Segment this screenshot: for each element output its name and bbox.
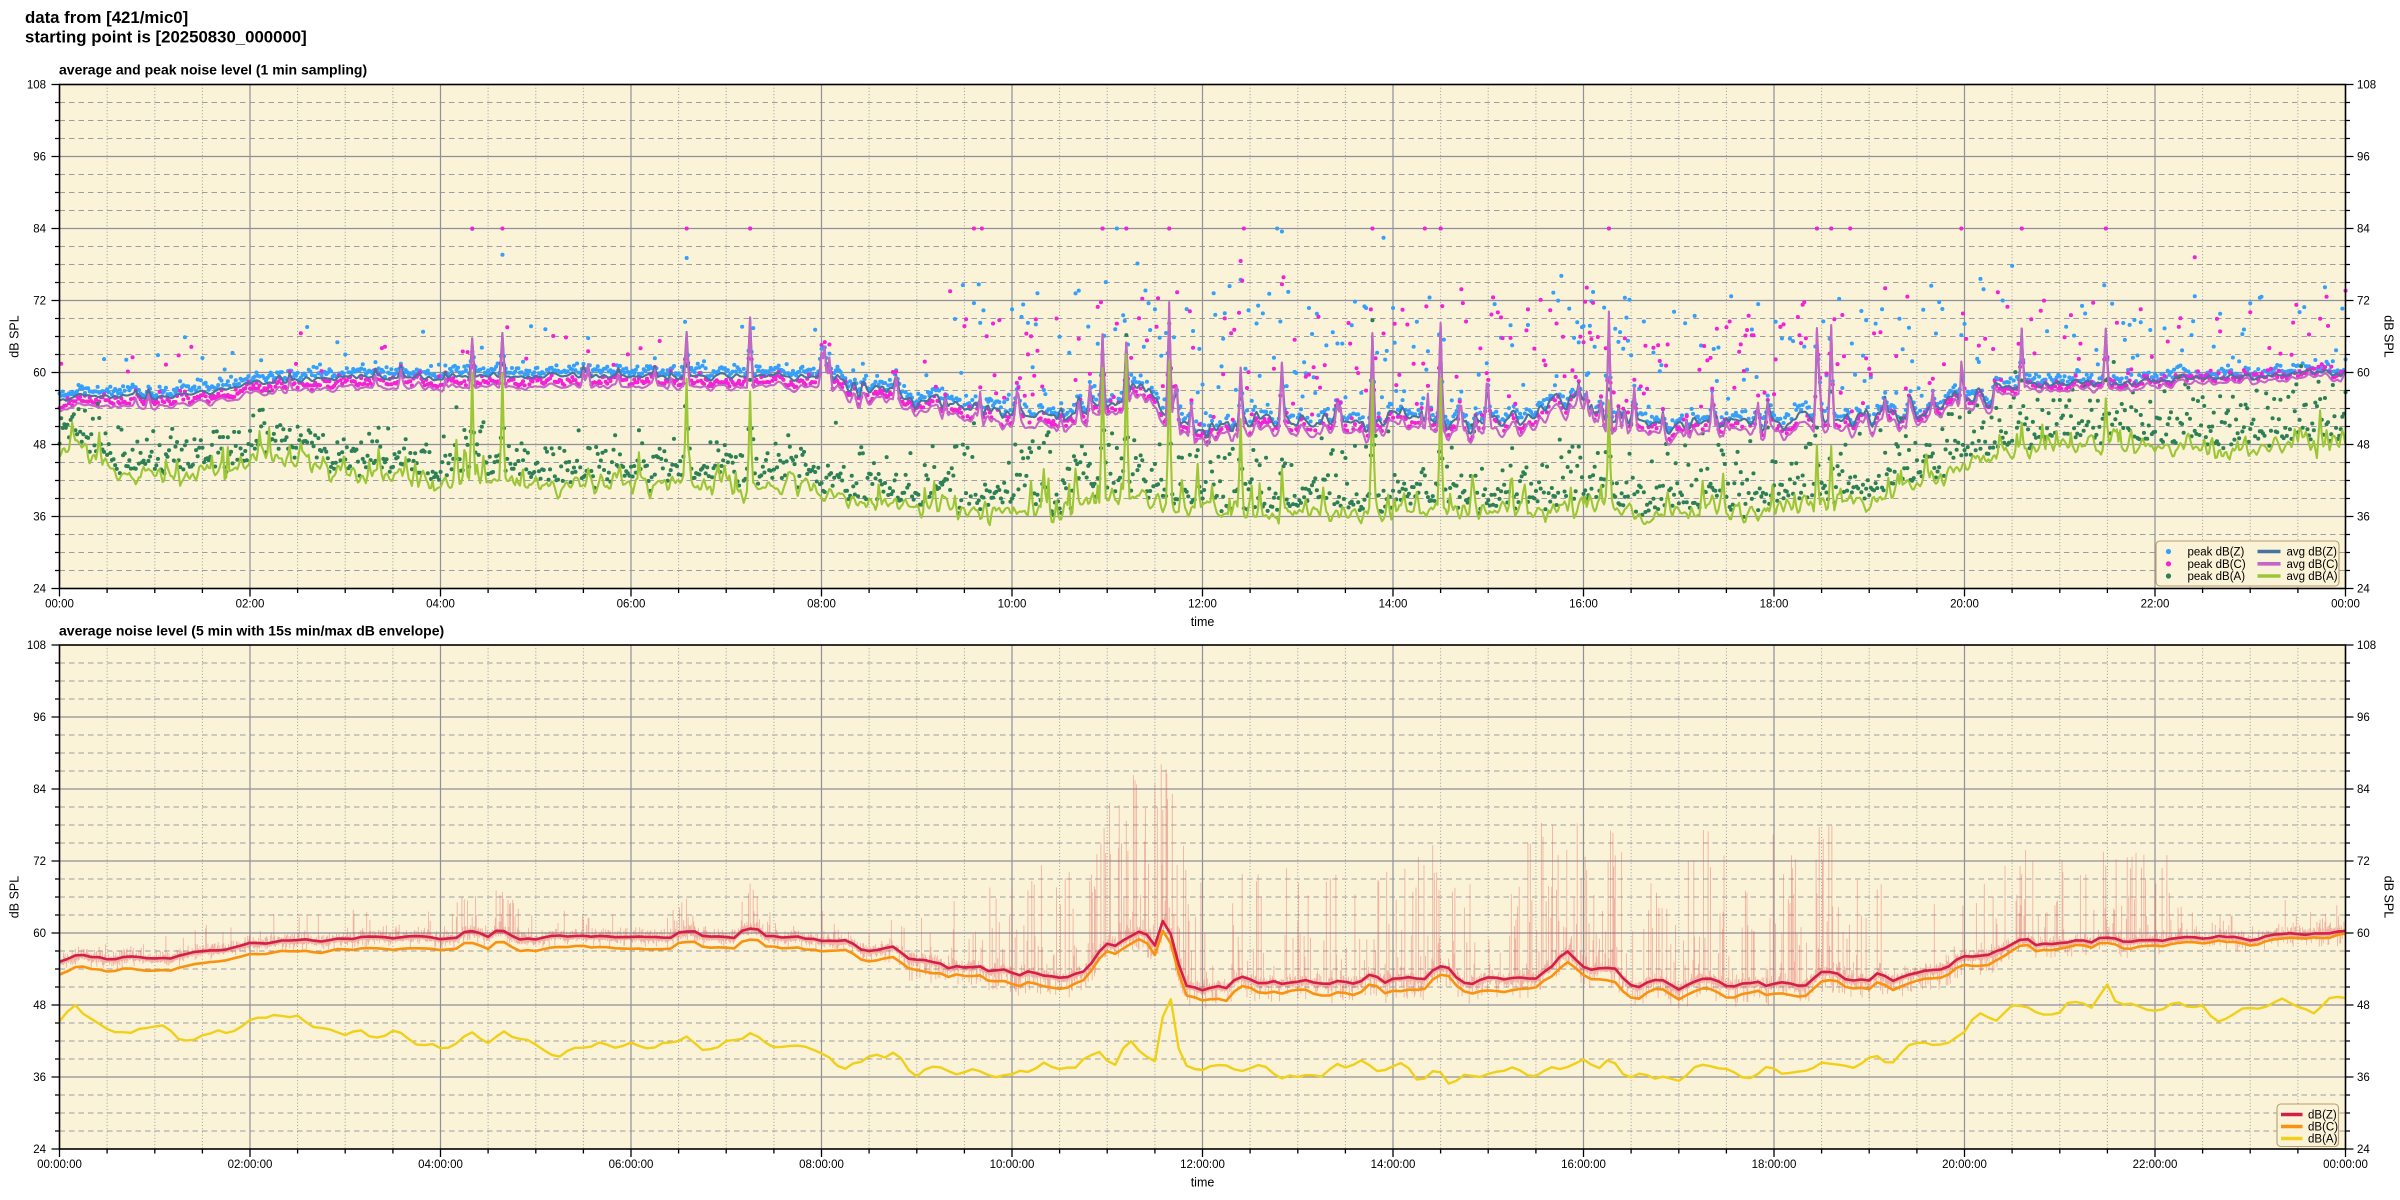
svg-text:48: 48 xyxy=(2357,440,2370,452)
svg-text:72: 72 xyxy=(33,296,46,308)
svg-text:average noise level (5 min wit: average noise level (5 min with 15s min/… xyxy=(59,623,444,639)
svg-text:96: 96 xyxy=(33,712,46,724)
svg-text:00:00:00: 00:00:00 xyxy=(2323,1159,2368,1171)
svg-text:12:00: 12:00 xyxy=(1188,599,1217,611)
svg-text:108: 108 xyxy=(27,640,46,652)
svg-text:72: 72 xyxy=(2357,296,2370,308)
svg-text:18:00:00: 18:00:00 xyxy=(1752,1159,1797,1171)
svg-text:data from [421/mic0]: data from [421/mic0] xyxy=(25,8,188,27)
svg-text:60: 60 xyxy=(33,928,46,940)
svg-text:36: 36 xyxy=(33,512,46,524)
svg-text:dB SPL: dB SPL xyxy=(8,315,22,357)
svg-text:36: 36 xyxy=(2357,1072,2370,1084)
svg-text:02:00: 02:00 xyxy=(236,599,265,611)
svg-text:time: time xyxy=(1191,615,1215,629)
svg-text:84: 84 xyxy=(33,784,46,796)
svg-text:96: 96 xyxy=(33,152,46,164)
svg-text:12:00:00: 12:00:00 xyxy=(1180,1159,1225,1171)
svg-text:60: 60 xyxy=(33,368,46,380)
svg-text:22:00:00: 22:00:00 xyxy=(2133,1159,2178,1171)
svg-text:time: time xyxy=(1191,1176,1215,1190)
svg-text:108: 108 xyxy=(27,80,46,92)
svg-text:20:00:00: 20:00:00 xyxy=(1942,1159,1987,1171)
svg-text:00:00:00: 00:00:00 xyxy=(37,1159,82,1171)
svg-text:peak dB(Z): peak dB(Z) xyxy=(2188,547,2245,559)
svg-text:dB SPL: dB SPL xyxy=(2382,315,2396,357)
svg-text:06:00: 06:00 xyxy=(617,599,646,611)
svg-text:14:00:00: 14:00:00 xyxy=(1371,1159,1416,1171)
svg-text:08:00: 08:00 xyxy=(807,599,836,611)
svg-text:02:00:00: 02:00:00 xyxy=(228,1159,273,1171)
svg-text:dB SPL: dB SPL xyxy=(2382,876,2396,918)
svg-text:96: 96 xyxy=(2357,152,2370,164)
svg-text:84: 84 xyxy=(33,224,46,236)
svg-text:96: 96 xyxy=(2357,712,2370,724)
svg-text:avg dB(C): avg dB(C) xyxy=(2287,559,2339,571)
svg-text:60: 60 xyxy=(2357,928,2370,940)
svg-text:00:00: 00:00 xyxy=(45,599,74,611)
svg-text:04:00: 04:00 xyxy=(426,599,455,611)
svg-text:dB(C): dB(C) xyxy=(2308,1122,2338,1134)
svg-text:08:00:00: 08:00:00 xyxy=(799,1159,844,1171)
svg-text:84: 84 xyxy=(2357,224,2370,236)
svg-text:dB(A): dB(A) xyxy=(2308,1134,2338,1146)
svg-text:24: 24 xyxy=(33,1144,46,1156)
svg-text:108: 108 xyxy=(2357,80,2376,92)
svg-text:16:00:00: 16:00:00 xyxy=(1561,1159,1606,1171)
svg-text:04:00:00: 04:00:00 xyxy=(418,1159,463,1171)
svg-text:48: 48 xyxy=(2357,1000,2370,1012)
svg-text:10:00: 10:00 xyxy=(998,599,1027,611)
svg-text:48: 48 xyxy=(33,1000,46,1012)
svg-text:dB SPL: dB SPL xyxy=(8,876,22,918)
svg-text:18:00: 18:00 xyxy=(1760,599,1789,611)
svg-text:24: 24 xyxy=(33,584,46,596)
svg-text:72: 72 xyxy=(33,856,46,868)
svg-text:36: 36 xyxy=(2357,512,2370,524)
svg-text:14:00: 14:00 xyxy=(1379,599,1408,611)
svg-text:24: 24 xyxy=(2357,1144,2370,1156)
svg-text:peak dB(C): peak dB(C) xyxy=(2188,559,2246,571)
svg-text:84: 84 xyxy=(2357,784,2370,796)
svg-text:36: 36 xyxy=(33,1072,46,1084)
svg-text:20:00: 20:00 xyxy=(1950,599,1979,611)
svg-text:16:00: 16:00 xyxy=(1569,599,1598,611)
svg-text:average and peak noise level (: average and peak noise level (1 min samp… xyxy=(59,62,367,78)
svg-text:avg dB(A): avg dB(A) xyxy=(2287,571,2338,583)
svg-text:108: 108 xyxy=(2357,640,2376,652)
svg-text:72: 72 xyxy=(2357,856,2370,868)
svg-text:00:00: 00:00 xyxy=(2331,599,2360,611)
svg-text:60: 60 xyxy=(2357,368,2370,380)
svg-text:avg dB(Z): avg dB(Z) xyxy=(2287,547,2338,559)
svg-text:dB(Z): dB(Z) xyxy=(2308,1110,2337,1122)
svg-text:24: 24 xyxy=(2357,584,2370,596)
svg-text:10:00:00: 10:00:00 xyxy=(990,1159,1035,1171)
svg-text:22:00: 22:00 xyxy=(2141,599,2170,611)
svg-text:06:00:00: 06:00:00 xyxy=(609,1159,654,1171)
svg-text:48: 48 xyxy=(33,440,46,452)
svg-text:peak dB(A): peak dB(A) xyxy=(2188,571,2246,583)
svg-text:starting point is [20250830_00: starting point is [20250830_000000] xyxy=(25,28,307,47)
